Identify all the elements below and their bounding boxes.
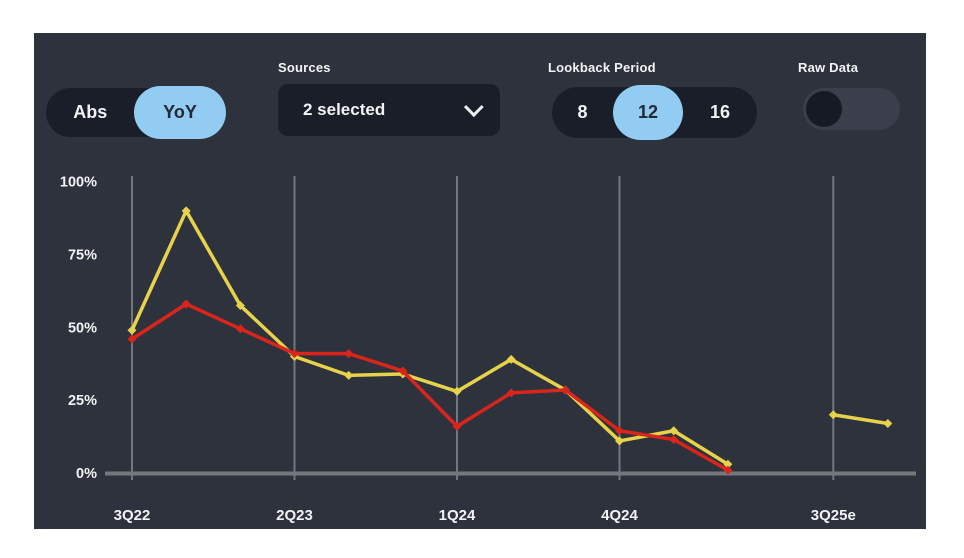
x-tick-label: 3Q25e: [811, 507, 856, 524]
data-point-marker: [723, 465, 733, 475]
x-tick-label: 2Q23: [276, 507, 313, 524]
data-point-marker: [344, 349, 354, 359]
data-point-marker: [127, 325, 137, 335]
lookback-option-12-selected[interactable]: 12: [613, 85, 683, 140]
data-point-marker: [723, 459, 733, 469]
data-point-marker: [452, 421, 462, 431]
series-line-yellow: [130, 206, 730, 467]
line-chart: 100% 75% 50% 25% 0% 3Q22 2Q23 1Q24 4Q24 3Q25e: [60, 175, 916, 524]
y-tick-label: 75%: [68, 248, 97, 264]
lookback-segmented-control[interactable]: 8 16 12: [552, 85, 757, 140]
yoy-option-selected[interactable]: YoY: [134, 86, 226, 139]
lookback-label: Lookback Period: [548, 60, 656, 75]
x-tick-label: 4Q24: [601, 507, 638, 524]
sources-label: Sources: [278, 60, 331, 75]
data-point-marker: [828, 410, 838, 420]
data-point-marker: [235, 324, 245, 334]
y-tick-label: 100%: [60, 175, 97, 191]
lookback-option-8[interactable]: 8: [577, 102, 588, 122]
series-line-red: [130, 302, 730, 472]
raw-data-label: Raw Data: [798, 60, 859, 75]
x-tick-label: 3Q22: [114, 507, 151, 524]
data-point-marker: [290, 349, 300, 359]
data-point-marker: [181, 206, 191, 216]
sources-value: 2 selected: [303, 100, 386, 119]
data-point-marker: [398, 366, 408, 376]
data-point-marker: [883, 418, 893, 428]
data-point-marker: [506, 388, 516, 398]
data-point-marker: [669, 435, 679, 445]
data-point-marker: [560, 385, 570, 395]
data-point-marker: [127, 334, 137, 344]
data-point-marker: [452, 386, 462, 396]
y-tick-label: 25%: [68, 393, 97, 409]
estimate-line-yellow-estimate: [831, 412, 890, 426]
data-point-marker: [235, 301, 245, 311]
data-point-marker: [615, 436, 625, 446]
data-point-marker: [506, 354, 516, 364]
chart-panel: Abs YoY Sources 2 selected Lookback Peri…: [34, 33, 926, 529]
raw-data-toggle[interactable]: [803, 88, 900, 130]
y-tick-label: 50%: [68, 320, 97, 336]
data-point-marker: [615, 426, 625, 436]
toggle-knob: [806, 91, 842, 127]
data-point-marker: [344, 370, 354, 380]
x-tick-label: 1Q24: [439, 507, 476, 524]
y-tick-label: 0%: [76, 466, 97, 482]
sources-dropdown[interactable]: 2 selected: [278, 84, 500, 136]
data-point-marker: [181, 299, 191, 309]
lookback-option-16[interactable]: 16: [709, 102, 731, 122]
data-point-marker: [669, 426, 679, 436]
abs-yoy-toggle[interactable]: Abs YoY: [46, 86, 226, 139]
abs-option[interactable]: Abs: [73, 102, 108, 122]
